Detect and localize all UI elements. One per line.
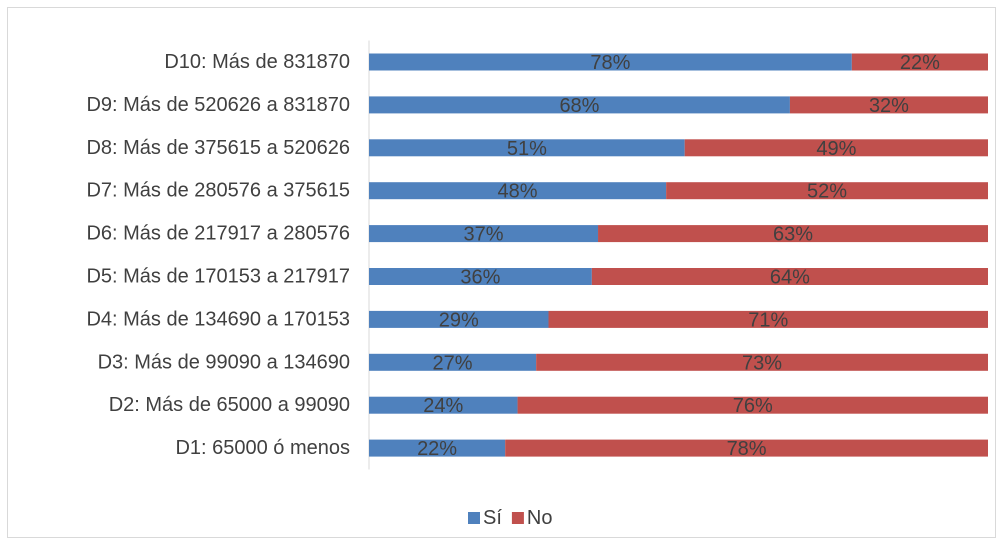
data-label: 76%: [733, 395, 773, 417]
category-label: D1: 65000 ó menos: [175, 437, 350, 459]
legend: Sí No: [468, 507, 552, 529]
bar-segment-si: [369, 182, 667, 200]
category-label: D8: Más de 375615 a 520626: [86, 137, 350, 159]
category-label: D10: Más de 831870: [164, 51, 350, 73]
data-label: 48%: [498, 181, 538, 203]
bar-segment-no: [548, 310, 988, 328]
data-label: 49%: [816, 138, 856, 160]
data-label: 52%: [807, 181, 847, 203]
bar-segment-no: [536, 353, 988, 371]
legend-label: Sí: [483, 507, 502, 529]
bar-segment-no: [789, 96, 988, 114]
bar-segment-no: [851, 53, 988, 71]
legend-swatch-no: [511, 512, 524, 524]
data-label: 32%: [869, 95, 909, 117]
labels-layer: D10: Más de 831870 78% 22% D9: Más de 52062…: [86, 51, 940, 460]
category-label: D7: Más de 280576 a 375615: [86, 180, 350, 202]
category-label: D9: Más de 520626 a 831870: [86, 94, 350, 116]
bar-segment-si: [369, 353, 537, 371]
bar-segment-si: [369, 310, 549, 328]
bar-segment-si: [369, 139, 685, 157]
bar-segment-no: [591, 268, 988, 285]
data-label: 22%: [417, 438, 457, 460]
bar-segment-si: [369, 396, 518, 414]
data-label: 68%: [559, 95, 599, 117]
bar-segment-no: [598, 225, 988, 243]
legend-label: No: [527, 507, 553, 529]
bar-segment-si: [369, 225, 599, 243]
bar-segment-no: [666, 182, 988, 200]
bar-segment-no: [505, 439, 988, 457]
data-label: 29%: [439, 309, 479, 331]
category-label: D3: Más de 99090 a 134690: [98, 351, 350, 373]
data-label: 36%: [460, 267, 500, 289]
data-label: 37%: [463, 224, 503, 246]
data-label: 73%: [742, 352, 782, 374]
data-label: 27%: [433, 352, 473, 374]
bar-segment-si: [369, 268, 592, 285]
category-label: D2: Más de 65000 a 99090: [109, 394, 350, 416]
bar-segment-no: [684, 139, 988, 157]
data-label: 78%: [727, 438, 767, 460]
data-label: 71%: [748, 309, 788, 331]
legend-swatch-si: [468, 512, 480, 524]
data-label: 22%: [900, 52, 940, 74]
data-label: 78%: [590, 52, 630, 74]
data-label: 24%: [423, 395, 463, 417]
bar-segment-si: [369, 439, 506, 457]
data-label: 64%: [770, 267, 810, 289]
data-label: 51%: [507, 138, 547, 160]
bar-segment-si: [369, 53, 852, 71]
category-label: D4: Más de 134690 a 170153: [86, 308, 350, 330]
bar-segment-no: [517, 396, 988, 414]
data-label: 63%: [773, 224, 813, 246]
category-label: D6: Más de 217917 a 280576: [86, 223, 350, 245]
category-label: D5: Más de 170153 a 217917: [86, 266, 350, 288]
bars-layer: [369, 53, 988, 457]
bar-segment-si: [369, 96, 790, 114]
